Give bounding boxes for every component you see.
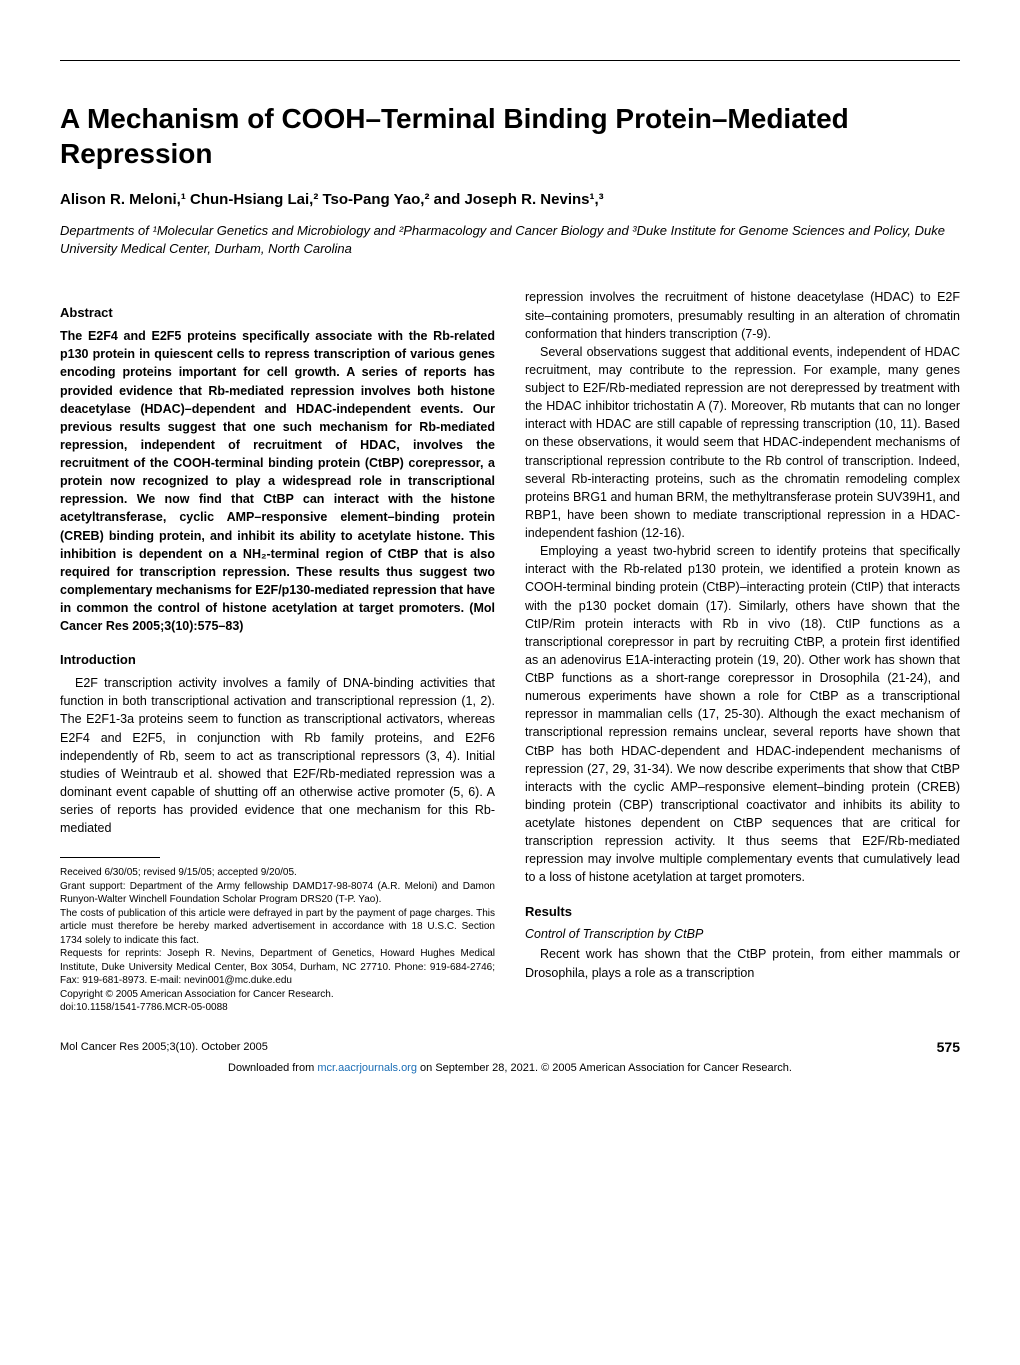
footnote-received: Received 6/30/05; revised 9/15/05; accep… bbox=[60, 866, 495, 880]
col2-paragraph-1: repression involves the recruitment of h… bbox=[525, 288, 960, 342]
footnote-requests: Requests for reprints: Joseph R. Nevins,… bbox=[60, 947, 495, 988]
article-title: A Mechanism of COOH–Terminal Binding Pro… bbox=[60, 101, 960, 171]
download-note-pre: Downloaded from bbox=[228, 1062, 317, 1074]
affiliations: Departments of ¹Molecular Genetics and M… bbox=[60, 222, 960, 258]
left-column: Abstract The E2F4 and E2F5 proteins spec… bbox=[60, 288, 495, 1014]
download-link[interactable]: mcr.aacrjournals.org bbox=[317, 1062, 417, 1074]
footnote-grant: Grant support: Department of the Army fe… bbox=[60, 880, 495, 907]
download-note-post: on September 28, 2021. © 2005 American A… bbox=[417, 1062, 792, 1074]
footnote-costs: The costs of publication of this article… bbox=[60, 907, 495, 948]
footnote-copyright: Copyright © 2005 American Association fo… bbox=[60, 988, 495, 1002]
results-heading: Results bbox=[525, 903, 960, 922]
footnote-doi: doi:10.1158/1541-7786.MCR-05-0088 bbox=[60, 1001, 495, 1015]
two-column-body: Abstract The E2F4 and E2F5 proteins spec… bbox=[60, 288, 960, 1014]
top-rule bbox=[60, 60, 960, 61]
page-footer: Mol Cancer Res 2005;3(10). October 2005 … bbox=[60, 1039, 960, 1055]
col2-paragraph-3: Employing a yeast two-hybrid screen to i… bbox=[525, 542, 960, 886]
right-column: repression involves the recruitment of h… bbox=[525, 288, 960, 1014]
abstract-body: The E2F4 and E2F5 proteins specifically … bbox=[60, 327, 495, 635]
footer-citation: Mol Cancer Res 2005;3(10). October 2005 bbox=[60, 1041, 268, 1053]
introduction-heading: Introduction bbox=[60, 651, 495, 670]
footnote-rule bbox=[60, 857, 160, 858]
page-number: 575 bbox=[937, 1039, 960, 1055]
results-subheading: Control of Transcription by CtBP bbox=[525, 925, 960, 943]
intro-paragraph-1: E2F transcription activity involves a fa… bbox=[60, 674, 495, 837]
col2-paragraph-2: Several observations suggest that additi… bbox=[525, 343, 960, 542]
authors-line: Alison R. Meloni,¹ Chun-Hsiang Lai,² Tso… bbox=[60, 191, 960, 208]
footnotes-block: Received 6/30/05; revised 9/15/05; accep… bbox=[60, 866, 495, 1015]
results-paragraph-1: Recent work has shown that the CtBP prot… bbox=[525, 945, 960, 981]
download-note: Downloaded from mcr.aacrjournals.org on … bbox=[60, 1061, 960, 1076]
abstract-heading: Abstract bbox=[60, 304, 495, 323]
